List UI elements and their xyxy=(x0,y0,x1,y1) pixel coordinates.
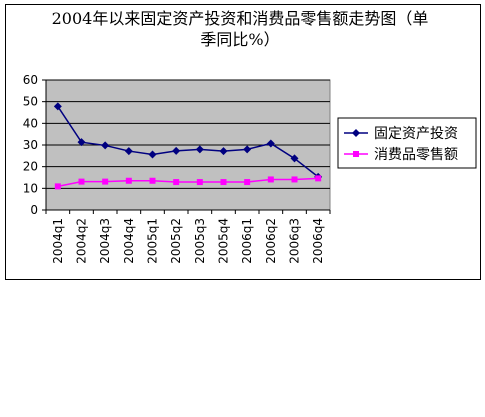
x-tick-label: 2006q1 xyxy=(240,218,254,264)
y-tick-label: 0 xyxy=(30,203,38,217)
chart-title: 2004年以来固定资产投资和消费品零售额走势图（单 季同比%） xyxy=(30,8,450,50)
data-point xyxy=(220,179,227,186)
data-point xyxy=(266,139,275,148)
chart-title-line-1: 2004年以来固定资产投资和消费品零售额走势图（单 xyxy=(51,9,429,28)
legend-marker xyxy=(352,129,360,137)
data-point xyxy=(315,175,322,182)
data-point xyxy=(148,150,157,159)
x-tick-label: 2006q3 xyxy=(288,218,302,264)
x-tick-label: 2005q1 xyxy=(146,218,160,264)
data-point xyxy=(173,179,180,186)
y-tick-label: 10 xyxy=(23,181,38,195)
x-tick-label: 2004q4 xyxy=(122,218,136,264)
x-tick-label: 2006q4 xyxy=(311,218,325,264)
data-point xyxy=(219,147,228,156)
x-tick-label: 2006q2 xyxy=(264,218,278,264)
data-point xyxy=(244,179,251,186)
legend-label: 固定资产投资 xyxy=(374,126,458,142)
data-point xyxy=(196,179,203,186)
x-tick-label: 2005q2 xyxy=(169,218,183,264)
data-point xyxy=(124,147,133,156)
chart-title-line-2: 季同比%） xyxy=(200,30,280,49)
x-tick-label: 2005q4 xyxy=(217,218,231,264)
data-point xyxy=(125,177,132,184)
data-point xyxy=(267,176,274,183)
y-tick-label: 40 xyxy=(23,116,38,130)
data-point xyxy=(102,178,109,185)
legend-label: 消费品零售额 xyxy=(374,147,458,163)
series-line xyxy=(57,106,319,178)
data-point xyxy=(195,145,204,154)
data-point xyxy=(54,183,61,190)
data-point xyxy=(243,145,252,154)
data-point xyxy=(291,176,298,183)
data-point xyxy=(149,177,156,184)
data-point xyxy=(78,178,85,185)
data-point xyxy=(101,141,110,150)
y-tick-label: 60 xyxy=(23,73,38,87)
y-tick-label: 20 xyxy=(23,160,38,174)
data-point xyxy=(77,138,86,147)
data-point xyxy=(290,154,299,163)
x-tick-label: 2004q1 xyxy=(51,218,65,264)
legend-box xyxy=(337,117,477,169)
legend-marker xyxy=(353,151,359,157)
y-tick-label: 50 xyxy=(23,95,38,109)
data-point xyxy=(53,102,62,111)
y-tick-label: 30 xyxy=(23,138,38,152)
x-tick-label: 2004q2 xyxy=(75,218,89,264)
x-tick-label: 2004q3 xyxy=(98,218,112,264)
data-point xyxy=(172,146,181,155)
series-line xyxy=(57,177,319,188)
x-tick-label: 2005q3 xyxy=(193,218,207,264)
